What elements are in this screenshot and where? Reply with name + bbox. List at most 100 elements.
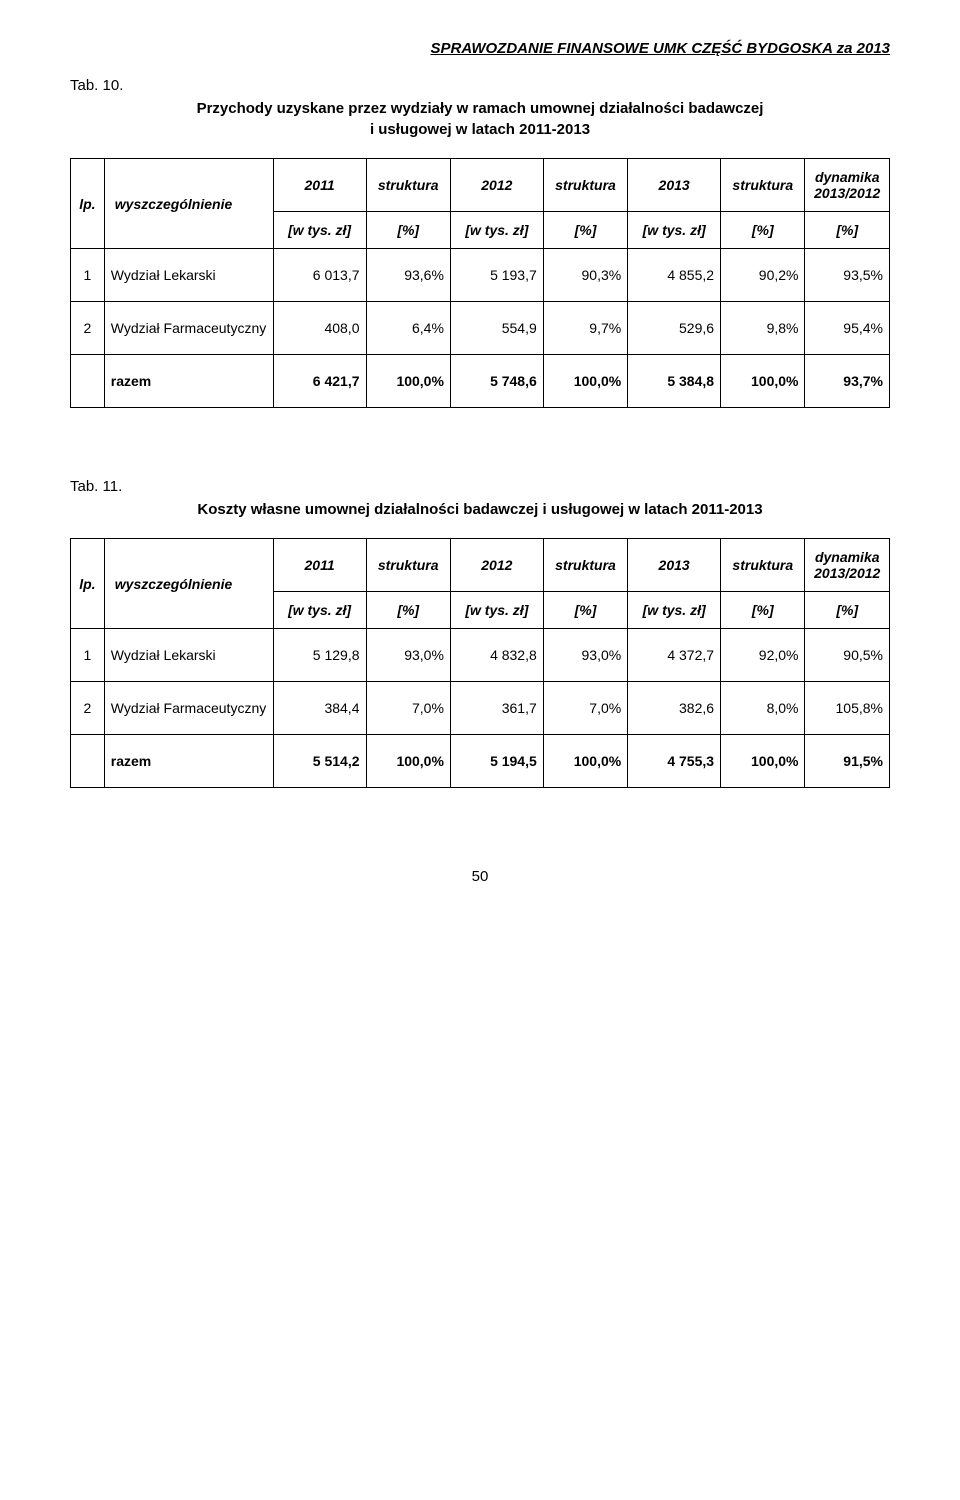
cell-dyn: 91,5%	[805, 735, 890, 788]
cell-dyn: 105,8%	[805, 682, 890, 735]
cell-dyn: 93,5%	[805, 249, 890, 302]
th-lp: lp.	[71, 539, 105, 629]
cell-s2011: 100,0%	[366, 735, 450, 788]
table10-label: Tab. 10.	[70, 77, 890, 94]
cell-v2012: 4 832,8	[450, 629, 543, 682]
cell-lp: 2	[71, 682, 105, 735]
cell-v2011: 6 013,7	[273, 249, 366, 302]
cell-name: Wydział Lekarski	[104, 629, 273, 682]
th-dyn-l2: 2013/2012	[814, 185, 880, 201]
th-struk1: struktura	[366, 539, 450, 592]
th-struk3: struktura	[721, 539, 805, 592]
cell-v2013: 4 755,3	[628, 735, 721, 788]
cell-name: Wydział Lekarski	[104, 249, 273, 302]
page-number: 50	[70, 868, 890, 885]
cell-v2012: 5 194,5	[450, 735, 543, 788]
th-unit-pct-3: [%]	[721, 592, 805, 629]
table10-title-line1: Przychody uzyskane przez wydziały w rama…	[197, 100, 764, 117]
th-2012: 2012	[450, 539, 543, 592]
cell-s2012: 93,0%	[543, 629, 627, 682]
th-dyn: dynamika 2013/2012	[805, 539, 890, 592]
table11-title: Koszty własne umownej działalności badaw…	[70, 499, 890, 520]
table10: lp. wyszczególnienie 2011 struktura 2012…	[70, 158, 890, 408]
table11: lp. wyszczególnienie 2011 struktura 2012…	[70, 538, 890, 788]
th-lp: lp.	[71, 159, 105, 249]
cell-name: Wydział Farmaceutyczny	[104, 682, 273, 735]
cell-v2011: 384,4	[273, 682, 366, 735]
cell-lp-empty	[71, 735, 105, 788]
th-wysz: wyszczególnienie	[104, 539, 273, 629]
th-unit-zl-2: [w tys. zł]	[450, 592, 543, 629]
th-unit-zl-3: [w tys. zł]	[628, 212, 721, 249]
th-unit-zl-3: [w tys. zł]	[628, 592, 721, 629]
cell-s2012: 90,3%	[543, 249, 627, 302]
cell-s2013: 92,0%	[721, 629, 805, 682]
cell-dyn: 90,5%	[805, 629, 890, 682]
page-header: SPRAWOZDANIE FINANSOWE UMK CZĘŚĆ BYDGOSK…	[70, 40, 890, 57]
th-unit-pct-1: [%]	[366, 212, 450, 249]
table11-label: Tab. 11.	[70, 478, 890, 495]
table-row: 2 Wydział Farmaceutyczny 408,0 6,4% 554,…	[71, 302, 890, 355]
th-2011: 2011	[273, 159, 366, 212]
th-unit-zl-2: [w tys. zł]	[450, 212, 543, 249]
cell-dyn: 95,4%	[805, 302, 890, 355]
th-unit-pct-4: [%]	[805, 592, 890, 629]
th-dyn-l1: dynamika	[815, 549, 880, 565]
cell-s2012: 100,0%	[543, 355, 627, 408]
th-unit-pct-4: [%]	[805, 212, 890, 249]
th-2013: 2013	[628, 539, 721, 592]
cell-v2013: 382,6	[628, 682, 721, 735]
cell-v2013: 4 855,2	[628, 249, 721, 302]
cell-s2011: 100,0%	[366, 355, 450, 408]
table-total-row: razem 6 421,7 100,0% 5 748,6 100,0% 5 38…	[71, 355, 890, 408]
cell-lp-empty	[71, 355, 105, 408]
th-dyn-l1: dynamika	[815, 169, 880, 185]
th-2012: 2012	[450, 159, 543, 212]
cell-v2012: 361,7	[450, 682, 543, 735]
cell-v2012: 554,9	[450, 302, 543, 355]
th-dyn: dynamika 2013/2012	[805, 159, 890, 212]
th-unit-pct-3: [%]	[721, 212, 805, 249]
cell-v2011: 6 421,7	[273, 355, 366, 408]
cell-lp: 1	[71, 629, 105, 682]
cell-s2011: 7,0%	[366, 682, 450, 735]
th-unit-pct-1: [%]	[366, 592, 450, 629]
cell-name: razem	[104, 355, 273, 408]
table-row: 2 Wydział Farmaceutyczny 384,4 7,0% 361,…	[71, 682, 890, 735]
th-wysz: wyszczególnienie	[104, 159, 273, 249]
th-unit-zl-1: [w tys. zł]	[273, 212, 366, 249]
th-unit-zl-1: [w tys. zł]	[273, 592, 366, 629]
th-struk3: struktura	[721, 159, 805, 212]
th-2011: 2011	[273, 539, 366, 592]
th-struk2: struktura	[543, 539, 627, 592]
cell-name: Wydział Farmaceutyczny	[104, 302, 273, 355]
cell-s2012: 9,7%	[543, 302, 627, 355]
cell-v2011: 5 514,2	[273, 735, 366, 788]
table-row: 1 Wydział Lekarski 5 129,8 93,0% 4 832,8…	[71, 629, 890, 682]
th-2013: 2013	[628, 159, 721, 212]
cell-v2011: 408,0	[273, 302, 366, 355]
th-dyn-l2: 2013/2012	[814, 565, 880, 581]
table-total-row: razem 5 514,2 100,0% 5 194,5 100,0% 4 75…	[71, 735, 890, 788]
cell-name: razem	[104, 735, 273, 788]
cell-v2013: 5 384,8	[628, 355, 721, 408]
cell-lp: 2	[71, 302, 105, 355]
cell-s2013: 9,8%	[721, 302, 805, 355]
cell-s2013: 100,0%	[721, 735, 805, 788]
cell-s2012: 7,0%	[543, 682, 627, 735]
table-row: 1 Wydział Lekarski 6 013,7 93,6% 5 193,7…	[71, 249, 890, 302]
th-unit-pct-2: [%]	[543, 212, 627, 249]
th-unit-pct-2: [%]	[543, 592, 627, 629]
cell-s2013: 90,2%	[721, 249, 805, 302]
cell-s2013: 100,0%	[721, 355, 805, 408]
cell-s2011: 93,0%	[366, 629, 450, 682]
cell-v2011: 5 129,8	[273, 629, 366, 682]
table11-title-line1: Koszty własne umownej działalności badaw…	[197, 501, 762, 518]
cell-s2012: 100,0%	[543, 735, 627, 788]
table10-title-line2: i usługowej w latach 2011-2013	[370, 121, 590, 138]
cell-v2012: 5 748,6	[450, 355, 543, 408]
cell-s2011: 93,6%	[366, 249, 450, 302]
cell-s2013: 8,0%	[721, 682, 805, 735]
cell-v2012: 5 193,7	[450, 249, 543, 302]
th-struk1: struktura	[366, 159, 450, 212]
